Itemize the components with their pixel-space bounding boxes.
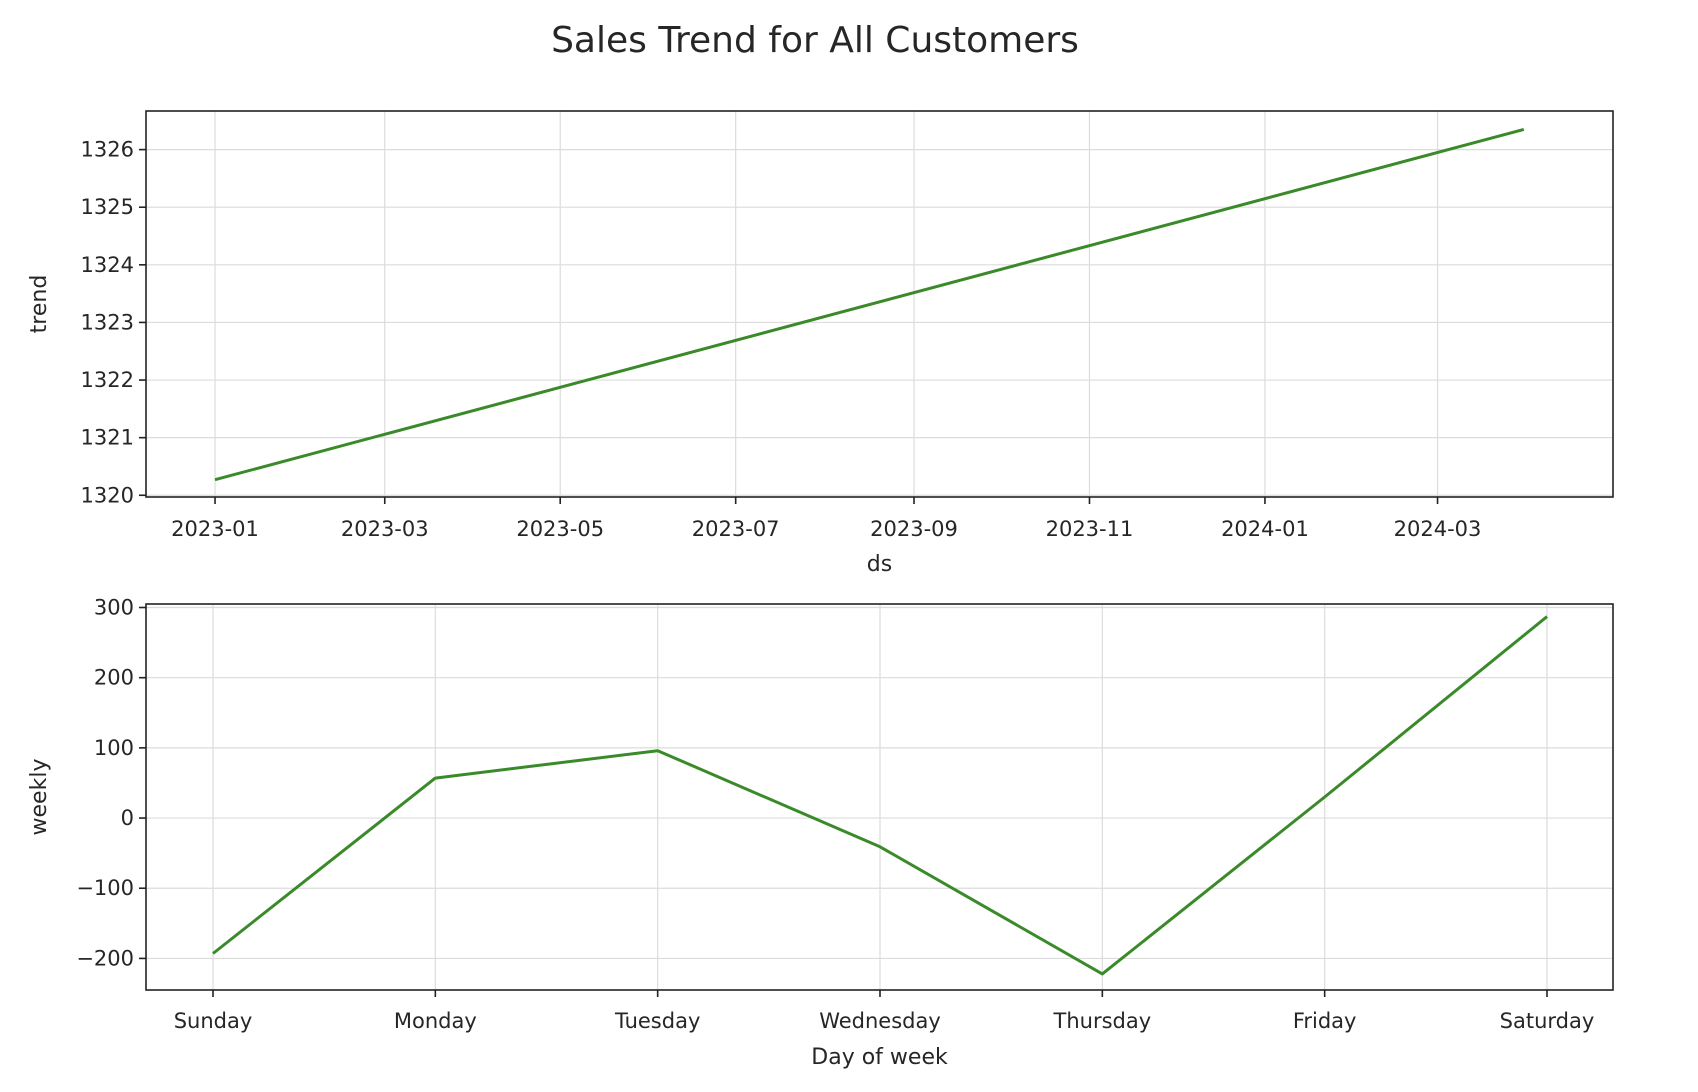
trend-y-tick-label: 1320 bbox=[81, 483, 134, 507]
weekly-y-tick-label: 100 bbox=[94, 736, 134, 760]
weekly-x-tick-label: Thursday bbox=[1053, 1009, 1152, 1033]
weekly-grid bbox=[146, 604, 1613, 990]
trend-ticks: 2023-01 2023-03 2023-05 2023-07 2023-09 2023-… bbox=[81, 138, 1482, 541]
trend-x-tick-label: 2024-01 bbox=[1221, 517, 1309, 541]
trend-x-tick-label: 2023-01 bbox=[171, 517, 259, 541]
trend-y-axis-label: trend bbox=[27, 275, 52, 334]
weekly-x-tick-label: Saturday bbox=[1500, 1009, 1595, 1033]
trend-plot-frame bbox=[145, 110, 1614, 498]
trend-y-tick-label: 1325 bbox=[81, 195, 134, 219]
trend-panel: 2023-01 2023-03 2023-05 2023-07 2023-09 2023-… bbox=[27, 110, 1614, 577]
weekly-y-tick-label: −100 bbox=[76, 876, 134, 900]
trend-line bbox=[214, 127, 1525, 482]
weekly-x-tick-label: Monday bbox=[394, 1009, 477, 1033]
trend-y-tick-label: 1323 bbox=[81, 310, 134, 334]
trend-x-tick-label: 2023-11 bbox=[1046, 517, 1134, 541]
trend-series bbox=[214, 127, 1525, 482]
trend-x-tick-label: 2023-03 bbox=[341, 517, 429, 541]
trend-x-tick-label: 2023-05 bbox=[516, 517, 604, 541]
weekly-line bbox=[212, 615, 1548, 976]
trend-x-tick-label: 2024-03 bbox=[1394, 517, 1482, 541]
trend-x-tick-label: 2023-07 bbox=[692, 517, 780, 541]
weekly-x-tick-label: Wednesday bbox=[819, 1009, 941, 1033]
trend-y-tick-label: 1321 bbox=[81, 426, 134, 450]
trend-y-tick-label: 1326 bbox=[81, 138, 134, 162]
weekly-y-tick-label: 300 bbox=[94, 596, 134, 620]
weekly-y-tick-label: 0 bbox=[121, 806, 134, 830]
weekly-x-axis-label: Day of week bbox=[811, 1045, 948, 1070]
weekly-series bbox=[212, 615, 1548, 976]
trend-y-tick-label: 1324 bbox=[81, 253, 134, 277]
weekly-ticks: Sunday Monday Tuesday Wednesday Thursday Frid… bbox=[76, 596, 1594, 1033]
trend-grid bbox=[146, 111, 1613, 497]
weekly-y-axis-label: weekly bbox=[27, 759, 52, 836]
weekly-x-tick-label: Friday bbox=[1293, 1009, 1357, 1033]
weekly-y-tick-label: 200 bbox=[94, 666, 134, 690]
figure-title: Sales Trend for All Customers bbox=[551, 20, 1079, 61]
trend-x-axis-label: ds bbox=[867, 552, 892, 577]
trend-y-tick-label: 1322 bbox=[81, 368, 134, 392]
weekly-x-tick-label: Tuesday bbox=[614, 1009, 700, 1033]
weekly-panel: Sunday Monday Tuesday Wednesday Thursday Frid… bbox=[27, 596, 1614, 1070]
trend-x-tick-label: 2023-09 bbox=[870, 517, 958, 541]
weekly-y-tick-label: −200 bbox=[76, 946, 134, 970]
weekly-x-tick-label: Sunday bbox=[174, 1009, 253, 1033]
